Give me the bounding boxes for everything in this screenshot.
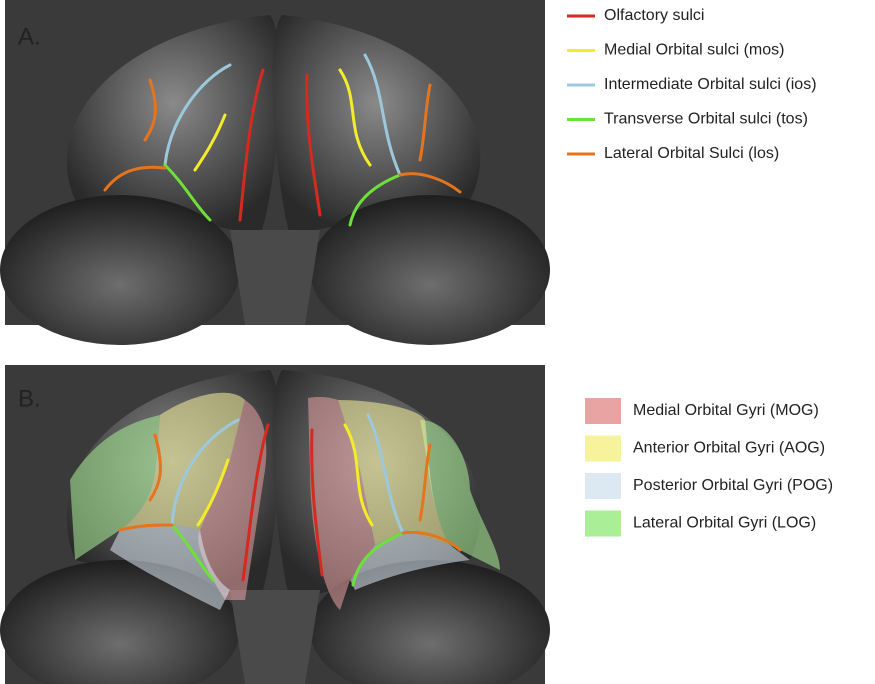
- sulcus-line: [118, 523, 174, 532]
- sulcus-line: [143, 78, 157, 142]
- sulcus-line: [343, 423, 374, 527]
- brain-a: [0, 0, 550, 345]
- legend-label: Intermediate Orbital sulci (ios): [604, 76, 817, 93]
- legend-label: Medial Orbital Gyri (MOG): [633, 402, 819, 419]
- panel-label: A.: [18, 23, 41, 50]
- sulcus-line: [351, 531, 405, 587]
- sulcus-line: [366, 413, 405, 535]
- legend-label: Anterior Orbital Gyri (AOG): [633, 440, 825, 457]
- sulcus-line: [398, 172, 462, 194]
- sulcus-line: [310, 428, 324, 577]
- legend-label: Posterior Orbital Gyri (POG): [633, 477, 833, 494]
- gyrus-region: [420, 420, 500, 570]
- sulcus-line: [305, 73, 322, 217]
- sulcus-line: [170, 523, 215, 582]
- sulcus-line: [193, 113, 227, 172]
- sulcus-line: [163, 63, 232, 167]
- legend-label: Medial Orbital sulci (mos): [604, 42, 784, 59]
- legend-label: Lateral Orbital Gyri (LOG): [633, 515, 816, 532]
- gyrus-region: [70, 415, 160, 560]
- gyrus-region: [308, 397, 375, 610]
- legend-b: Medial Orbital Gyri (MOG) Anterior Orbita…: [585, 398, 833, 537]
- sulcus-line: [348, 173, 402, 227]
- legend-label: Lateral Orbital Sulci (los): [604, 145, 779, 162]
- legend-swatch: [585, 510, 621, 537]
- legend-swatch: [585, 435, 621, 462]
- sulcus-line: [418, 83, 432, 162]
- sulcus-line: [363, 53, 402, 177]
- sulcus-line: [196, 458, 230, 527]
- legend-label: Transverse Orbital sulci (tos): [604, 111, 808, 128]
- sulcus-line: [103, 165, 167, 192]
- gyrus-region: [110, 525, 230, 610]
- panel-label: B.: [18, 385, 41, 412]
- sulcus-line: [148, 433, 162, 502]
- sulcus-line: [163, 163, 212, 222]
- sulcus-line: [170, 418, 240, 527]
- sulcus-line: [338, 68, 372, 167]
- sulcus-line: [401, 530, 462, 552]
- brain-b: [0, 365, 550, 684]
- gyrus-region: [198, 400, 267, 600]
- legend-label: Olfactory sulci: [604, 7, 704, 24]
- sulcus-line: [238, 68, 265, 222]
- legend-swatch: [585, 473, 621, 499]
- legend-a: Olfactory sulci Medial Orbital sulci (mos…: [567, 7, 817, 162]
- sulcus-line: [241, 423, 270, 582]
- legend-swatch: [585, 398, 621, 424]
- sulcus-line: [418, 443, 432, 522]
